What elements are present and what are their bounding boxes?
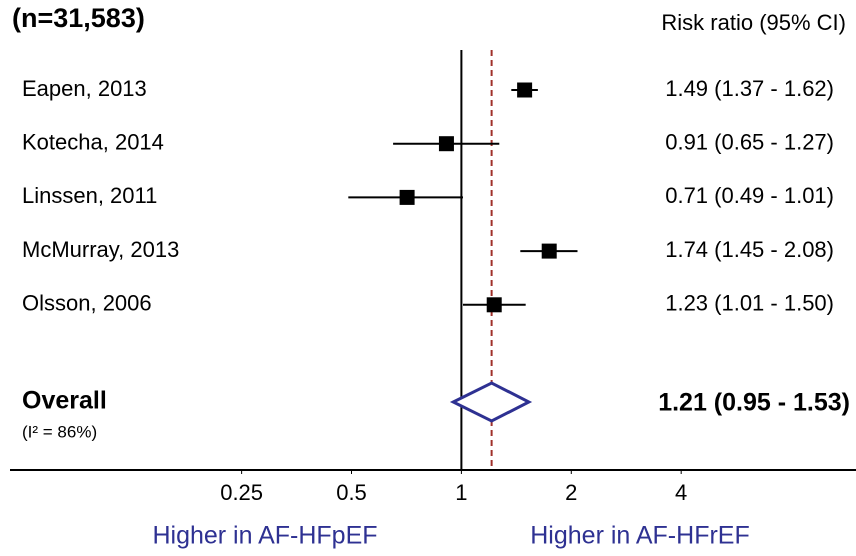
study-name: McMurray, 2013 [22, 237, 179, 262]
estimate-marker [517, 82, 533, 98]
study-value-label: 1.49 (1.37 - 1.62) [665, 76, 834, 101]
study-value-label: 0.91 (0.65 - 1.27) [665, 130, 834, 155]
x-tick-label: 4 [675, 480, 687, 505]
study-name: Linssen, 2011 [22, 183, 157, 208]
chart-title: (n=31,583) [12, 3, 145, 33]
left-label: Higher in AF-HFpEF [152, 522, 377, 550]
x-tick-label: 0.25 [220, 480, 263, 505]
estimate-header: Risk ratio (95% CI) [661, 10, 846, 35]
overall-value-label: 1.21 (0.95 - 1.53) [658, 389, 850, 417]
x-tick-label: 2 [565, 480, 577, 505]
estimate-marker [541, 243, 557, 259]
study-value-label: 1.23 (1.01 - 1.50) [665, 291, 834, 316]
study-value-label: 1.74 (1.45 - 2.08) [665, 237, 834, 262]
overall-note: (I² = 86%) [22, 422, 97, 441]
right-label: Higher in AF-HFrEF [530, 522, 749, 550]
study-name: Kotecha, 2014 [22, 130, 164, 155]
estimate-marker [438, 136, 454, 152]
estimate-marker [399, 189, 415, 205]
overall-name: Overall [22, 387, 107, 415]
study-value-label: 0.71 (0.49 - 1.01) [665, 183, 834, 208]
study-name: Olsson, 2006 [22, 291, 152, 316]
x-tick-label: 1 [455, 480, 467, 505]
study-name: Eapen, 2013 [22, 76, 147, 101]
overall-diamond [449, 381, 533, 423]
x-tick-label: 0.5 [336, 480, 367, 505]
estimate-marker [486, 297, 502, 313]
